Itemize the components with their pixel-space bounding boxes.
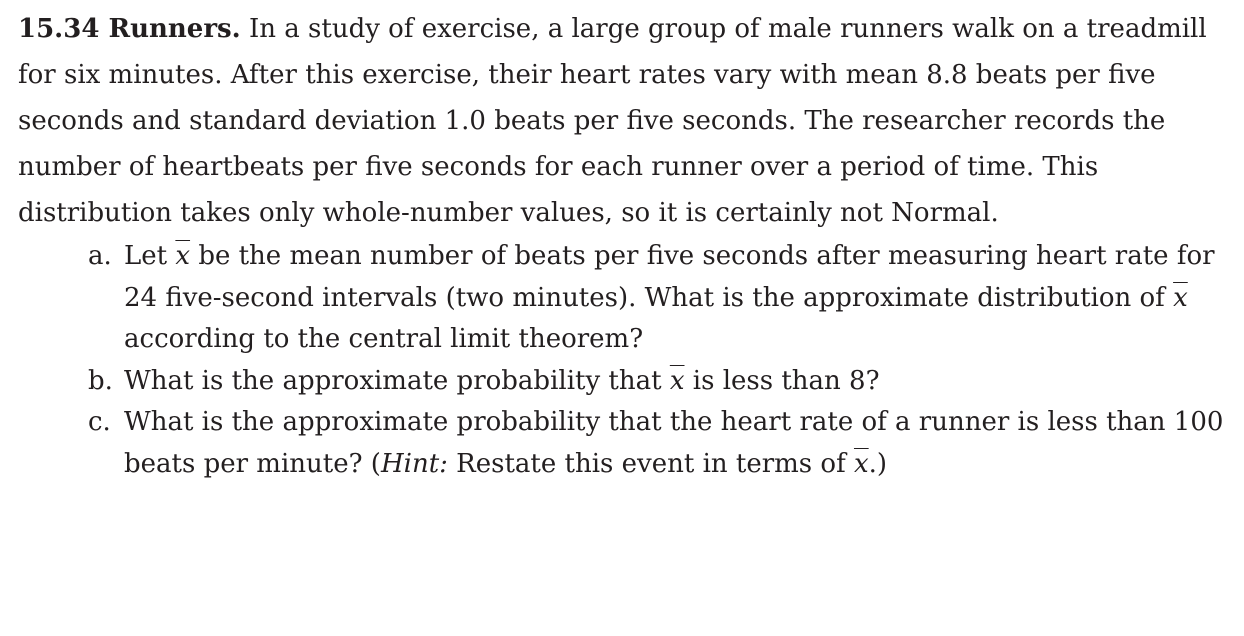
part-c: c. What is the approximate probability t… bbox=[18, 402, 1228, 485]
part-letter: c. bbox=[88, 407, 111, 437]
part-c-text-3: .) bbox=[868, 448, 888, 479]
part-a-text-3: according to the central limit theorem? bbox=[124, 324, 644, 354]
xbar-symbol: x bbox=[853, 448, 869, 479]
exercise-block: 15.34 Runners. In a study of exercise, a… bbox=[18, 6, 1228, 485]
xbar-symbol: x bbox=[669, 365, 685, 396]
part-c-text: What is the approximate probability that… bbox=[124, 407, 1223, 479]
xbar-symbol: x bbox=[175, 241, 191, 271]
part-c-text-1: What is the approximate probability that… bbox=[124, 407, 1224, 479]
exercise-intro-paragraph: 15.34 Runners. In a study of exercise, a… bbox=[18, 6, 1228, 236]
part-b-text: What is the approximate probability that… bbox=[124, 366, 880, 396]
exercise-parts-list: a. Let x be the mean number of beats per… bbox=[18, 236, 1228, 485]
part-a-text-2: be the mean number of beats per five sec… bbox=[124, 241, 1215, 313]
xbar-symbol: x bbox=[1173, 282, 1188, 313]
exercise-intro-text: In a study of exercise, a large group of… bbox=[18, 14, 1207, 228]
hint-label: Hint: bbox=[380, 448, 448, 479]
part-letter: a. bbox=[88, 241, 112, 271]
part-letter: b. bbox=[88, 365, 113, 396]
part-a: a. Let x be the mean number of beats per… bbox=[18, 236, 1228, 361]
part-b: b. What is the approximate probability t… bbox=[18, 361, 1228, 403]
part-b-text-2: is less than 8? bbox=[692, 365, 880, 396]
exercise-number: 15.34 bbox=[18, 14, 100, 44]
part-a-text: Let x be the mean number of beats per fi… bbox=[124, 241, 1215, 354]
exercise-heading: 15.34 Runners. bbox=[18, 14, 241, 44]
part-b-text-1: What is the approximate probability that bbox=[124, 365, 662, 396]
part-c-text-2: Restate this event in terms of bbox=[456, 448, 846, 479]
exercise-title: Runners. bbox=[108, 14, 241, 44]
part-a-text-1: Let bbox=[124, 241, 168, 271]
